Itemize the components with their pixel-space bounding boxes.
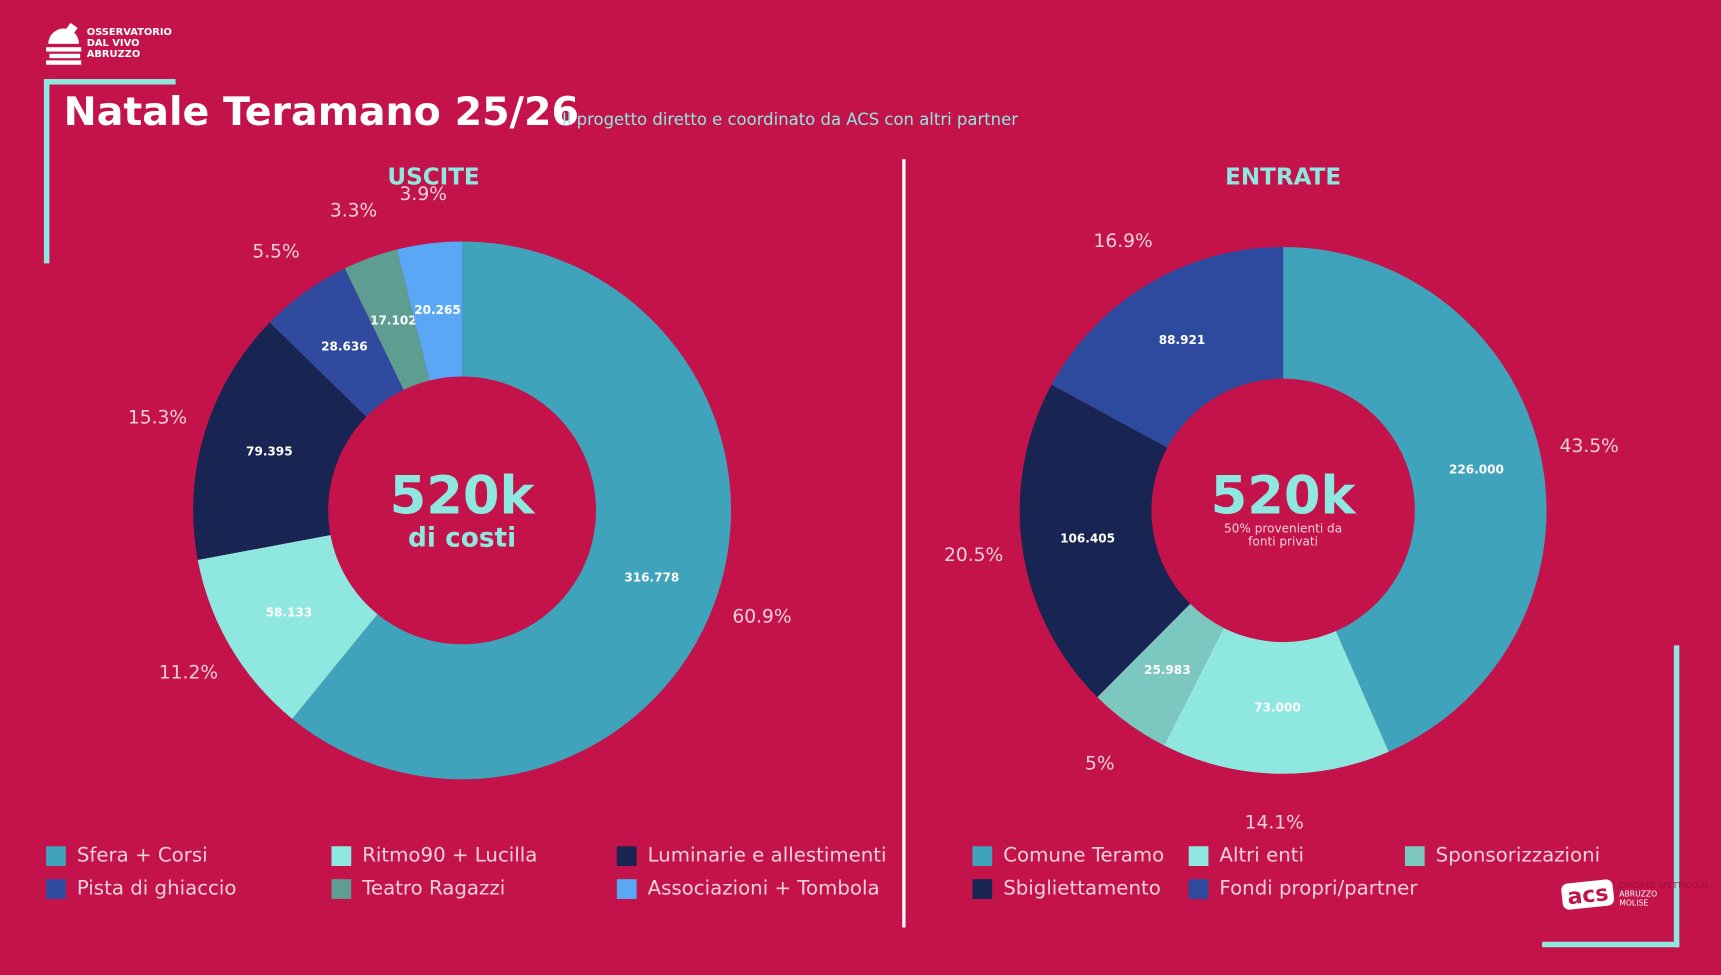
entrate-title: ENTRATE [1225, 163, 1342, 190]
legend-item: Sfera + Corsi [46, 844, 208, 867]
legend-item: Comune Teramo [972, 844, 1164, 867]
donut-slice [193, 322, 367, 560]
slice-percent-label: 60.9% [732, 607, 791, 628]
logo-line: ABRUZZO [86, 49, 141, 61]
donut-slice [344, 249, 430, 390]
donut-slice [197, 535, 378, 719]
uscite-center-value: 520k [389, 465, 535, 527]
acs-line: ABRUZZO [1619, 890, 1658, 899]
slice-value-label: 58.133 [266, 606, 313, 620]
donut-slice [1051, 246, 1284, 448]
legend-label: Associazioni + Tombola [647, 876, 880, 901]
legend-label: Sbigliettamento [1003, 876, 1161, 901]
legend-label: Ritmo90 + Lucilla [362, 844, 538, 868]
legend-swatch [616, 845, 637, 866]
legend-swatch [46, 878, 66, 899]
observatory-icon [46, 22, 82, 65]
legend-swatch [616, 878, 637, 899]
legend-item: Sbigliettamento [972, 876, 1161, 901]
entrate-center-value: 520k [1210, 465, 1356, 527]
legend-label: Fondi propri/partner [1219, 876, 1418, 901]
slice-percent-label: 43.5% [1560, 436, 1619, 457]
donut-slice [1097, 603, 1224, 746]
slice-percent-label: 14.1% [1245, 813, 1304, 834]
slice-percent-label: 16.9% [1093, 231, 1152, 252]
legend-swatch [1188, 878, 1209, 899]
slice-percent-label: 5% [1085, 753, 1115, 774]
slice-percent-label: 20.5% [944, 545, 1003, 566]
legend-item: Teatro Ragazzi [331, 877, 505, 900]
slice-value-label: 226.000 [1449, 462, 1504, 476]
divider [902, 159, 906, 928]
slice-value-label: 28.636 [321, 339, 368, 353]
legend-label: Luminarie e allestimenti [647, 844, 887, 868]
slice-value-label: 106.405 [1060, 532, 1115, 546]
slice-value-label: 79.395 [246, 444, 293, 458]
legend-item: Altri enti [1188, 844, 1305, 868]
logo-line: OSSERVATORIO [86, 27, 172, 39]
legend-label: Sfera + Corsi [76, 844, 208, 868]
slice-percent-label: 3.9% [400, 184, 447, 205]
legend-swatch [972, 845, 993, 866]
legend-swatch [1188, 845, 1209, 866]
legend-item: Ritmo90 + Lucilla [331, 844, 537, 867]
legend-item: Sponsorizzazioni [1404, 844, 1601, 868]
slice-percent-label: 5.5% [252, 242, 299, 263]
donut-slice [269, 268, 404, 417]
acs-logo: acs CIRCUITO SPETTACOLO ABRUZZO MOLISE [1560, 878, 1708, 911]
uscite-center-label: di costi [408, 522, 517, 554]
page-title: Natale Teramano 25/26 [63, 90, 579, 136]
donut-slice [1019, 384, 1191, 698]
legend-label: Sponsorizzazioni [1435, 844, 1601, 868]
logo-line: DAL VIVO [86, 38, 140, 50]
legend-label: Altri enti [1219, 844, 1305, 868]
legend-swatch [331, 878, 352, 899]
frame-corner-top [43, 79, 176, 85]
acs-line: MOLISE [1619, 898, 1649, 908]
slice-percent-label: 3.3% [330, 201, 377, 222]
acs-line: CIRCUITO SPETTACOLO [1619, 881, 1708, 891]
donut-slice [292, 241, 732, 780]
slice-percent-label: 15.3% [128, 408, 187, 429]
acs-mark: acs [1560, 878, 1615, 911]
legend-item: Pista di ghiaccio [46, 877, 236, 900]
osservatorio-logo: OSSERVATORIO DAL VIVO ABRUZZO [44, 20, 172, 68]
legend-swatch [1404, 845, 1425, 866]
page-subtitle: Il progetto diretto e coordinato da ACS … [561, 109, 1019, 130]
entrate-center: 520k 50% provenienti da fonti privati [1173, 470, 1393, 549]
uscite-title: USCITE [387, 163, 480, 190]
legend-swatch [972, 878, 993, 899]
slice-value-label: 73.000 [1254, 700, 1301, 714]
slice-percent-label: 11.2% [159, 662, 218, 683]
donut-slice [396, 241, 463, 381]
legend-swatch [46, 845, 66, 866]
slice-value-label: 17.102 [370, 314, 417, 328]
legend-label: Pista di ghiaccio [76, 876, 237, 901]
legend-item: Luminarie e allestimenti [616, 844, 887, 868]
slice-value-label: 316.778 [624, 570, 679, 584]
legend-label: Teatro Ragazzi [362, 876, 506, 901]
legend-item: Associazioni + Tombola [616, 876, 880, 901]
legend-swatch [331, 845, 352, 866]
frame-corner-left [43, 79, 50, 264]
slice-value-label: 20.265 [414, 303, 461, 317]
donut-slice [1164, 627, 1389, 774]
slice-value-label: 25.983 [1144, 663, 1191, 677]
legend-item: Fondi propri/partner [1188, 876, 1418, 901]
uscite-center: 520k di costi [352, 470, 572, 553]
frame-corner-right [1673, 645, 1680, 948]
donut-slice [1283, 246, 1547, 752]
slice-value-label: 88.921 [1159, 333, 1206, 347]
entrate-center-label: 50% provenienti da fonti privati [1224, 521, 1343, 549]
frame-corner-bottom [1542, 941, 1680, 948]
legend-label: Comune Teramo [1003, 844, 1165, 868]
